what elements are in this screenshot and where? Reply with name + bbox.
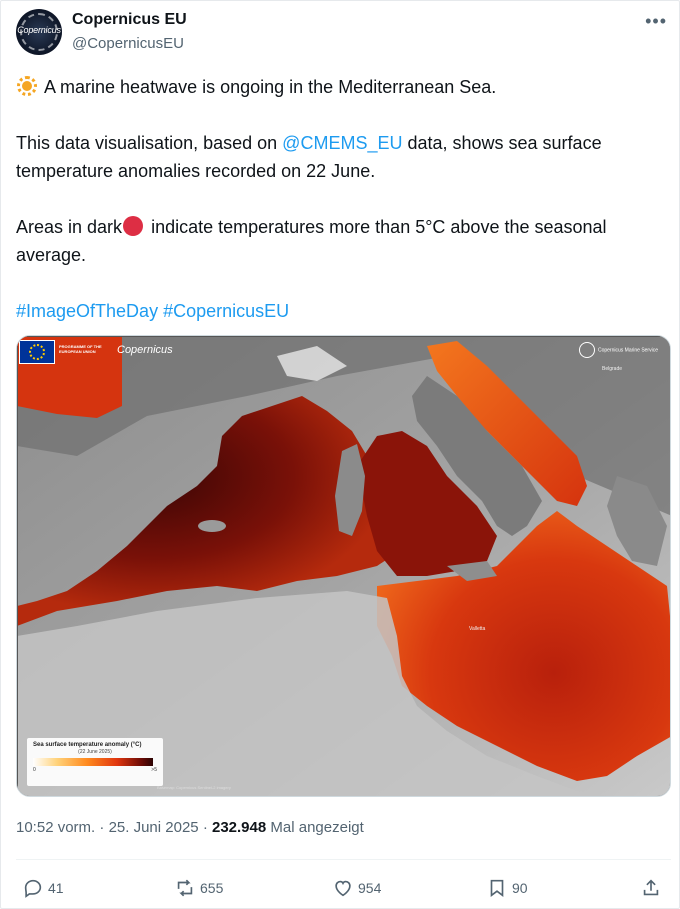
tweet-paragraph-4: #ImageOfTheDay #CopernicusEU xyxy=(16,297,666,325)
like-button[interactable]: 954 xyxy=(332,873,381,903)
legend-title: Sea surface temperature anomaly (°C) xyxy=(33,742,142,748)
tweet-header: Copernicus Copernicus EU @CopernicusEU •… xyxy=(16,9,671,57)
bookmark-icon xyxy=(490,879,504,897)
hashtag-link-copernicuseu[interactable]: #CopernicusEU xyxy=(163,301,290,321)
reply-button[interactable]: 41 xyxy=(22,873,64,903)
avatar-logo-text: Copernicus xyxy=(17,25,61,35)
heart-icon xyxy=(335,880,351,897)
italy xyxy=(412,376,542,536)
like-count: 954 xyxy=(358,880,382,896)
tweet-media-image[interactable]: PROGRAMME OF THE EUROPEAN UNION Copernic… xyxy=(16,335,671,797)
divider xyxy=(16,859,671,860)
legend-ticks: 0 >5 xyxy=(33,767,157,773)
red-circle-emoji-icon xyxy=(123,216,144,236)
hashtag-link-imageoftheday[interactable]: #ImageOfTheDay xyxy=(16,301,159,321)
share-button[interactable] xyxy=(640,873,666,903)
bookmark-count: 90 xyxy=(512,880,528,896)
more-options-icon[interactable]: ••• xyxy=(645,11,667,31)
tyrrhenian-sea xyxy=(357,431,497,576)
tweet-text: A marine heatwave is ongoing in the Medi… xyxy=(16,73,666,353)
account-name[interactable]: Copernicus EU xyxy=(72,11,187,28)
legend-min: 0 xyxy=(33,767,36,773)
basemap-credit: Basemap: Copernicus Sentinel-2 imagery xyxy=(157,785,231,790)
legend-max: >5 xyxy=(151,767,157,773)
tweet-paragraph-3: Areas in dark indicate temperatures more… xyxy=(16,216,607,265)
tweet-time[interactable]: 10:52 vorm. xyxy=(16,819,96,836)
north-africa xyxy=(17,591,606,796)
view-count: 232.948 xyxy=(211,819,267,836)
tweet-paragraph-1: A marine heatwave is ongoing in the Medi… xyxy=(16,73,666,101)
tweet-meta: 10:52 vorm. · 25. Juni 2025 · 232.948 Ma… xyxy=(16,819,364,836)
legend-color-bar xyxy=(33,758,153,766)
eastern-mediterranean xyxy=(377,511,670,781)
meta-separator-2: · xyxy=(202,819,208,836)
city-label-belgrade: Belgrade xyxy=(602,366,623,372)
eu-flag-logo xyxy=(19,340,55,364)
sun-emoji-icon xyxy=(16,75,38,97)
meta-separator: · xyxy=(99,819,105,836)
greece xyxy=(607,476,667,566)
tweet-date[interactable]: 25. Juni 2025 xyxy=(108,819,199,836)
copernicus-logo: Copernicus xyxy=(117,344,173,356)
avatar-ring xyxy=(20,13,58,51)
eu-programme-label: PROGRAMME OF THE EUROPEAN UNION xyxy=(59,344,102,354)
reply-icon xyxy=(24,879,42,898)
balearic-islands xyxy=(198,520,226,532)
tweet-paragraph-2: This data visualisation, based on @CMEMS… xyxy=(16,133,602,181)
repost-icon xyxy=(177,879,193,897)
avatar[interactable]: Copernicus xyxy=(16,9,62,55)
mediterranean-sst-map xyxy=(17,336,670,796)
eu-stars-icon xyxy=(29,344,45,360)
alps-snow xyxy=(277,346,347,381)
bookmark-button[interactable]: 90 xyxy=(486,873,528,903)
copernicus-marine-logo: Copernicus Marine Service xyxy=(578,342,658,358)
sardinia-corsica xyxy=(335,444,365,536)
repost-button[interactable]: 655 xyxy=(174,873,223,903)
view-label: Mal angezeigt xyxy=(270,819,364,836)
city-label-valletta: Valletta xyxy=(469,626,486,632)
legend-date: (22 June 2025) xyxy=(78,749,112,755)
sicily xyxy=(447,561,497,581)
map-legend: Sea surface temperature anomaly (°C) (22… xyxy=(27,738,163,786)
adriatic-sea xyxy=(427,341,587,506)
share-icon xyxy=(643,879,659,896)
account-handle[interactable]: @CopernicusEU xyxy=(72,35,184,52)
tweet-actions: 41 655 954 90 xyxy=(16,873,671,903)
repost-count: 655 xyxy=(200,880,224,896)
mention-link[interactable]: @CMEMS_EU xyxy=(282,133,403,153)
western-mediterranean xyxy=(17,396,407,626)
reply-count: 41 xyxy=(48,880,64,896)
europe-landmass xyxy=(17,336,670,516)
marine-circle-icon xyxy=(578,342,595,358)
